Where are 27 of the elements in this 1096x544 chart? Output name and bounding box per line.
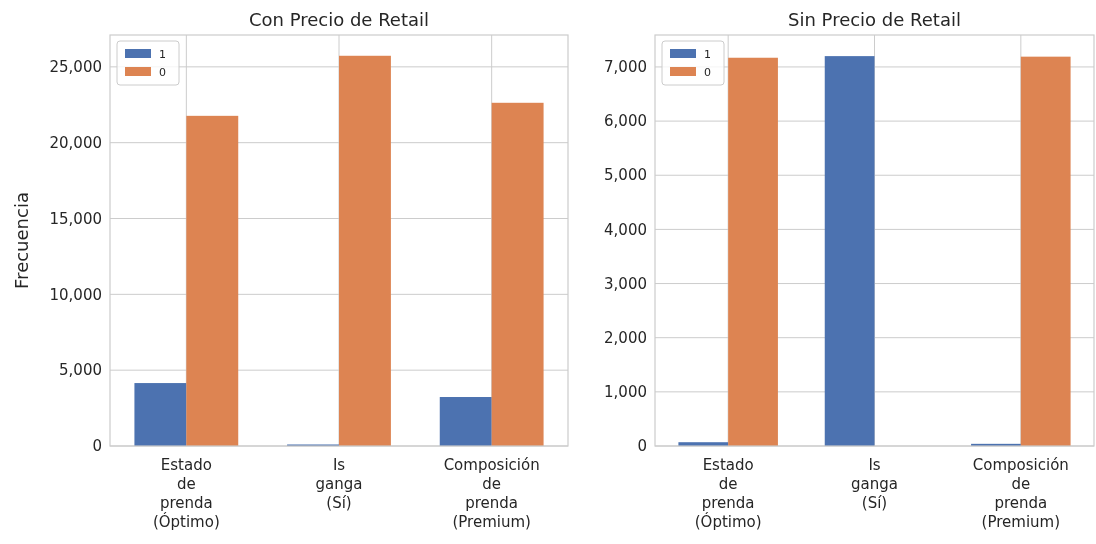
- y-tick-label: 3,000: [604, 274, 647, 293]
- y-tick-label: 20,000: [49, 133, 102, 152]
- y-tick-label: 6,000: [604, 112, 647, 131]
- x-tick-label: Estado de prenda (Óptimo): [152, 456, 220, 531]
- x-tick-label: Composición de prenda (Premium): [972, 456, 1069, 531]
- y-tick-label: 2,000: [604, 328, 647, 347]
- y-tick-label: 4,000: [604, 220, 647, 239]
- x-tick-label: Is ganga (Sí): [851, 456, 898, 512]
- y-tick-label: 0: [92, 437, 102, 456]
- x-tick-label: Is ganga (Sí): [315, 456, 363, 512]
- y-tick-label: 5,000: [604, 166, 647, 185]
- y-tick-label: 15,000: [49, 209, 102, 228]
- legend-label: 0: [704, 65, 711, 79]
- y-tick-label: 5,000: [59, 361, 102, 380]
- x-tick-label: Composición de prenda (Premium): [443, 456, 540, 531]
- legend-label: 1: [704, 47, 711, 61]
- legend-label: 0: [159, 65, 166, 79]
- y-tick-label: 1,000: [604, 383, 647, 402]
- legend-label: 1: [159, 47, 166, 61]
- y-axis-title: Frecuencia: [11, 192, 32, 289]
- chart-title: Sin Precio de Retail: [788, 9, 961, 30]
- y-tick-label: 10,000: [49, 285, 102, 304]
- y-tick-label: 7,000: [604, 58, 647, 77]
- y-tick-label: 0: [637, 437, 647, 456]
- y-tick-label: 25,000: [49, 58, 102, 77]
- chart-title: Con Precio de Retail: [248, 9, 430, 30]
- x-tick-label: Estado de prenda (Óptimo): [694, 456, 762, 531]
